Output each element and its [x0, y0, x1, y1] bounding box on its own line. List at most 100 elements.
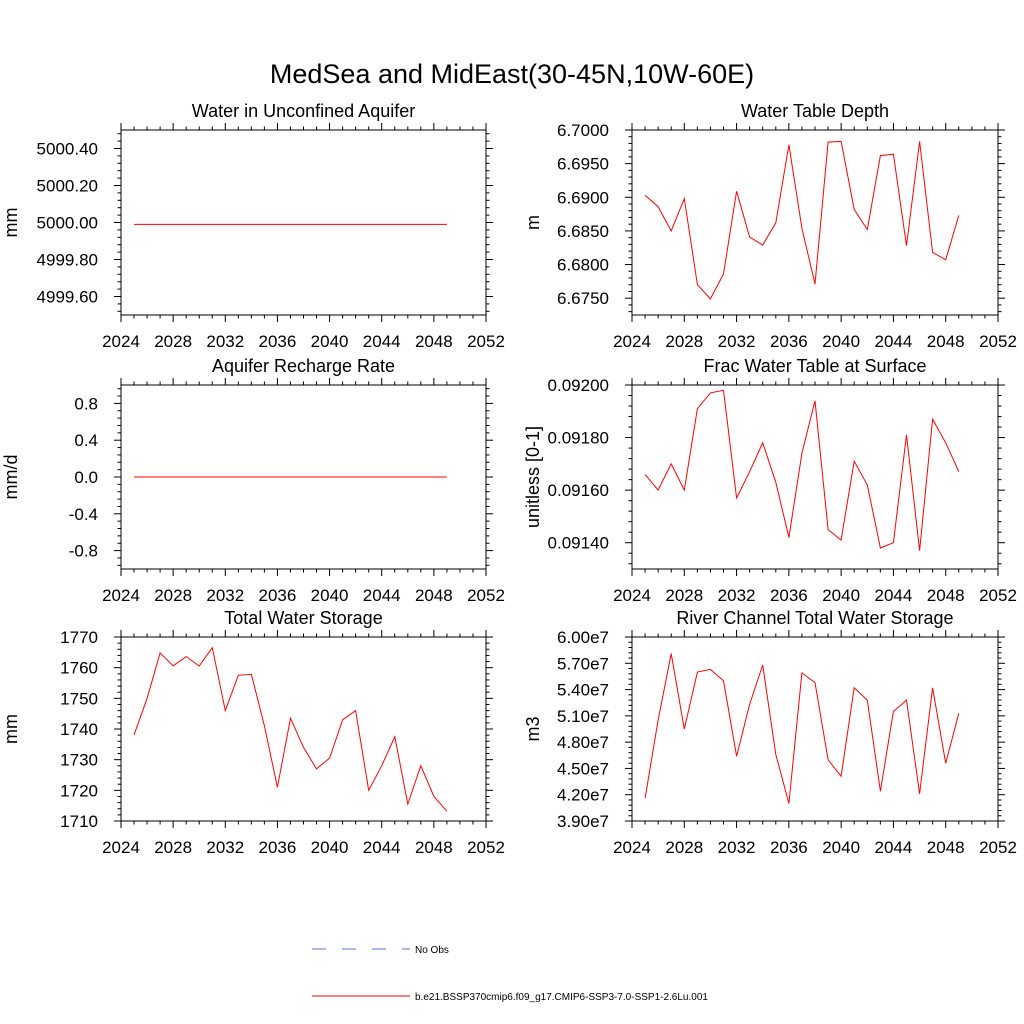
chart-3-x-tick-label: 2024 [102, 586, 140, 605]
chart-3-x-tick-label: 2048 [415, 586, 453, 605]
chart-1-x-tick-label: 2036 [259, 332, 297, 351]
chart-2-y-tick-label: 6.6900 [557, 188, 609, 207]
chart-6-x-tick-label: 2044 [875, 838, 913, 857]
chart-1-y-tick-label: 4999.60 [37, 288, 98, 307]
chart-5-series-line-1 [133, 646, 448, 812]
chart-4-x-tick-label: 2044 [875, 586, 913, 605]
chart-2-x-tick-label: 2036 [770, 332, 808, 351]
chart-4-y-tick-label: 0.09180 [548, 429, 609, 448]
chart-1-x-tick-label: 2024 [102, 332, 140, 351]
chart-2-x-tick-label: 2024 [613, 332, 651, 351]
chart-5-x-tick-label: 2032 [206, 838, 244, 857]
chart-6: River Channel Total Water Storage 2024 202… [523, 608, 1017, 857]
chart-5-y-tick-label: 1760 [60, 659, 98, 678]
chart-1-y-tick-label: 5000.40 [37, 140, 98, 159]
chart-6-y-tick-label: 5.70e7 [557, 654, 609, 673]
chart-1-x-tick-label: 2028 [154, 332, 192, 351]
chart-3-y-tick-label: 0.8 [74, 394, 98, 413]
chart-4-y-axis-label: unitless [0-1] [523, 426, 543, 528]
chart-6-y-tick-label: 5.40e7 [557, 681, 609, 700]
chart-5-x-tick-label: 2028 [154, 838, 192, 857]
chart-6-y-tick-label: 3.90e7 [557, 812, 609, 831]
chart-6-y-axis-label: m3 [523, 716, 543, 741]
chart-2-x-tick-label: 2052 [979, 332, 1017, 351]
chart-5: Total Water Storage 2024 2028 2032 2036 2040 2… [1, 608, 505, 857]
chart-2-x-tick-label: 2044 [875, 332, 913, 351]
chart-5-y-tick-label: 1710 [60, 812, 98, 831]
chart-5-y-tick-label: 1750 [60, 689, 98, 708]
chart-6-x-tick-label: 2052 [979, 838, 1017, 857]
chart-3-y-tick-label: -0.8 [69, 542, 98, 561]
chart-5-x-tick-label: 2024 [102, 838, 140, 857]
chart-4: Frac Water Table at Surface 2024 2028 2032 2… [523, 356, 1017, 605]
chart-1-y-tick-label: 5000.20 [37, 177, 98, 196]
chart-4-x-tick-label: 2032 [718, 586, 756, 605]
chart-6-y-tick-label: 4.80e7 [557, 733, 609, 752]
chart-1-x-tick-label: 2040 [311, 332, 349, 351]
legend-entry-model-run: b.e21.BSSP370cmip6.f09_g17.CMIP6-SSP3-7.… [312, 992, 708, 1003]
chart-1-x-tick-label: 2032 [206, 332, 244, 351]
chart-3-title: Aquifer Recharge Rate [212, 356, 395, 376]
chart-5-y-tick-label: 1730 [60, 751, 98, 770]
chart-4-y-tick-label: 0.09160 [548, 481, 609, 500]
chart-3-x-tick-label: 2028 [154, 586, 192, 605]
legend-label-no-obs: No Obs [415, 945, 449, 956]
chart-4-series-line-1 [644, 389, 960, 551]
chart-6-x-tick-label: 2028 [665, 838, 703, 857]
chart-1-y-tick-label: 5000.00 [37, 214, 98, 233]
chart-2-x-tick-label: 2040 [822, 332, 860, 351]
chart-3-x-tick-label: 2040 [311, 586, 349, 605]
chart-1-x-tick-label: 2044 [363, 332, 401, 351]
chart-4-x-tick-label: 2052 [979, 586, 1017, 605]
chart-5-y-tick-label: 1740 [60, 720, 98, 739]
chart-5-x-tick-label: 2036 [259, 838, 297, 857]
chart-2-series-line-1 [644, 140, 960, 300]
chart-5-x-tick-label: 2044 [363, 838, 401, 857]
chart-3-x-tick-label: 2052 [467, 586, 505, 605]
chart-2-title: Water Table Depth [741, 101, 889, 121]
chart-2-y-tick-label: 6.7000 [557, 121, 609, 140]
chart-4-y-tick-label: 0.09200 [548, 376, 609, 395]
legend-entry-no-obs: No Obs [312, 945, 449, 956]
chart-5-y-tick-label: 1720 [60, 781, 98, 800]
chart-4-x-tick-label: 2048 [927, 586, 965, 605]
panels: Water in Unconfined Aquifer 2024 2028 2032 2… [1, 101, 1017, 857]
chart-6-x-tick-label: 2032 [718, 838, 756, 857]
chart-5-x-tick-label: 2052 [467, 838, 505, 857]
chart-3: Aquifer Recharge Rate 2024 2028 2032 2036 204… [1, 356, 505, 605]
chart-1-x-tick-label: 2048 [415, 332, 453, 351]
chart-6-y-tick-label: 6.00e7 [557, 628, 609, 647]
chart-2-x-tick-label: 2048 [927, 332, 965, 351]
chart-2-y-axis-label: m [523, 215, 543, 230]
chart-5-y-axis-label: mm [1, 714, 21, 744]
figure-title: MedSea and MidEast(30-45N,10W-60E) [270, 59, 754, 89]
chart-2: Water Table Depth 2024 2028 2032 2036 2040 204… [523, 101, 1017, 351]
chart-4-title: Frac Water Table at Surface [703, 356, 926, 376]
chart-1-y-tick-label: 4999.80 [37, 251, 98, 270]
chart-6-y-tick-label: 4.50e7 [557, 759, 609, 778]
chart-6-y-tick-label: 5.10e7 [557, 707, 609, 726]
legend-label-model-run: b.e21.BSSP370cmip6.f09_g17.CMIP6-SSP3-7.… [415, 992, 708, 1003]
chart-2-y-tick-label: 6.6800 [557, 256, 609, 275]
chart-3-x-tick-label: 2032 [206, 586, 244, 605]
chart-2-y-tick-label: 6.6950 [557, 155, 609, 174]
chart-5-y-tick-label: 1770 [60, 628, 98, 647]
chart-4-x-tick-label: 2024 [613, 586, 651, 605]
chart-6-series-line-1 [644, 653, 960, 804]
chart-1-title: Water in Unconfined Aquifer [192, 101, 415, 121]
chart-5-x-tick-label: 2048 [415, 838, 453, 857]
chart-4-y-tick-label: 0.09140 [548, 534, 609, 553]
chart-4-x-tick-label: 2040 [822, 586, 860, 605]
chart-1-x-tick-label: 2052 [467, 332, 505, 351]
chart-6-y-tick-label: 4.20e7 [557, 786, 609, 805]
chart-4-x-tick-label: 2036 [770, 586, 808, 605]
chart-2-x-tick-label: 2028 [665, 332, 703, 351]
chart-3-x-tick-label: 2044 [363, 586, 401, 605]
chart-6-x-tick-label: 2036 [770, 838, 808, 857]
chart-6-x-tick-label: 2048 [927, 838, 965, 857]
legend: No Obs b.e21.BSSP370cmip6.f09_g17.CMIP6-… [312, 945, 708, 1003]
chart-1-y-axis-label: mm [1, 208, 21, 238]
chart-3-y-axis-label: mm/d [1, 455, 21, 500]
chart-2-y-tick-label: 6.6850 [557, 222, 609, 241]
